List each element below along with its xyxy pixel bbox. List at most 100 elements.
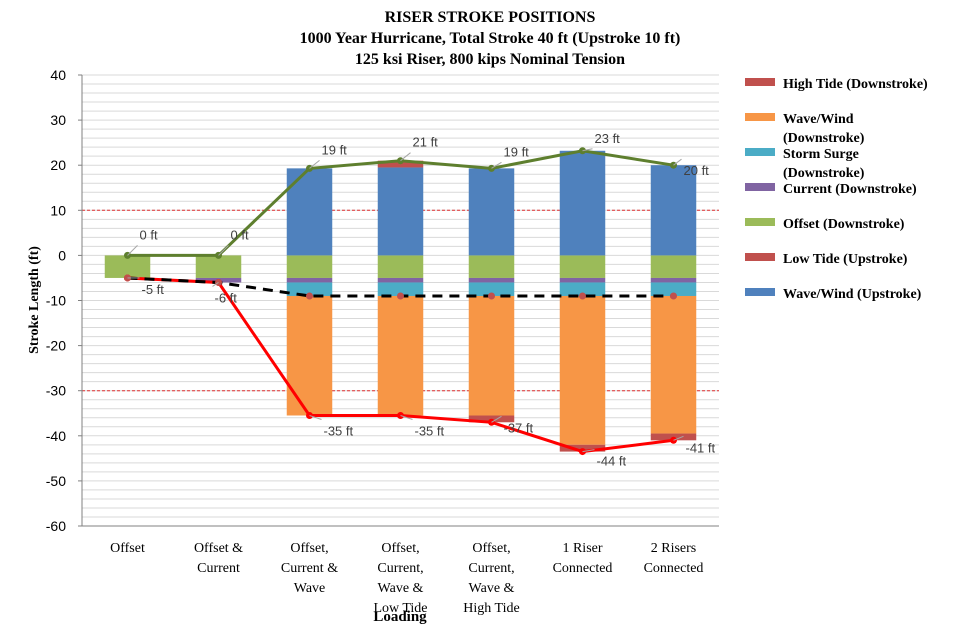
- data-label: -37 ft: [504, 420, 534, 435]
- y-tick-label: -60: [46, 518, 66, 534]
- bar-segment: [195, 255, 242, 278]
- legend-swatch: [745, 148, 775, 156]
- legend-label: Wave/Wind: [783, 112, 854, 127]
- chart-title: RISER STROKE POSITIONS: [385, 9, 596, 26]
- x-tick-label: Connected: [553, 561, 613, 576]
- label-leader: [582, 449, 595, 453]
- data-label: 23 ft: [595, 131, 621, 146]
- legend-swatch: [745, 183, 775, 191]
- x-tick-label: Wave &: [378, 581, 424, 596]
- x-tick-label: Wave: [294, 581, 326, 596]
- y-tick-label: 30: [50, 112, 66, 128]
- line-marker: [670, 292, 677, 300]
- data-label: -35 ft: [415, 424, 445, 439]
- x-tick-label: Wave &: [469, 581, 515, 596]
- legend-swatch: [745, 113, 775, 121]
- axes: 40 30 20 10 0 -10 -20 -30 -40 -50 -60 Offset Offset …: [46, 67, 719, 616]
- y-axis-label: Stroke Length (ft): [27, 246, 42, 354]
- bar-segment: [377, 277, 424, 283]
- y-tick-label: 20: [50, 157, 66, 173]
- data-label: 21 ft: [413, 135, 439, 150]
- line-marker: [397, 292, 404, 300]
- bar-segment: [559, 277, 606, 283]
- data-label: -44 ft: [597, 454, 627, 469]
- label-leader: [491, 415, 502, 423]
- y-tick-label: -50: [46, 473, 66, 489]
- bar-segment: [468, 282, 515, 296]
- label-leader: [127, 245, 138, 256]
- data-label: 19 ft: [504, 144, 530, 159]
- data-label: -6 ft: [215, 290, 238, 305]
- bar-segment: [468, 295, 515, 416]
- data-labels: 0 ft 0 ft 19 ft 21 ft 19 ft 23 ft 20 ft -5 ft -6…: [127, 131, 716, 469]
- label-leader: [309, 159, 320, 169]
- data-label: 0 ft: [231, 227, 249, 242]
- bar-segment: [104, 255, 151, 278]
- chart-subtitle-2: 125 ksi Riser, 800 kips Nominal Tension: [355, 51, 625, 68]
- x-axis-label: Loading: [373, 609, 427, 625]
- bar-segment: [377, 167, 424, 256]
- bar-segment: [286, 168, 333, 256]
- bar-segment: [286, 295, 333, 416]
- legend-label: Wave/Wind (Upstroke): [783, 287, 922, 302]
- bar-segment: [650, 165, 697, 256]
- data-label: -41 ft: [686, 440, 716, 455]
- x-tick-label: Offset &: [194, 541, 243, 556]
- label-leader: [582, 148, 593, 152]
- bar-segment: [650, 295, 697, 434]
- x-tick-label: 2 Risers: [651, 541, 697, 556]
- x-tick-label: Current,: [377, 561, 423, 576]
- legend-label: Offset (Downstroke): [783, 217, 905, 232]
- bar-segment: [286, 277, 333, 283]
- x-tick-label: High Tide: [463, 601, 519, 616]
- y-tick-label: 0: [58, 247, 66, 263]
- bar-segment: [559, 255, 606, 278]
- label-leader: [212, 282, 219, 287]
- legend: High Tide (Downstroke) Wave/Wind (Downstro…: [745, 77, 928, 302]
- bar-segment: [468, 277, 515, 283]
- y-tick-label: 10: [50, 202, 66, 218]
- legend-label: (Downstroke): [783, 131, 865, 146]
- x-tick-label: Current,: [468, 561, 514, 576]
- x-tick-label: Offset,: [381, 541, 419, 556]
- x-tick-label: Offset: [110, 541, 145, 556]
- legend-label: Storm Surge: [783, 147, 859, 162]
- legend-label: Low Tide (Upstroke): [783, 252, 908, 267]
- data-label: 0 ft: [140, 227, 158, 242]
- bar-segment: [286, 255, 333, 278]
- x-tick-label: Current: [197, 561, 240, 576]
- label-leader: [673, 158, 682, 166]
- legend-label: Current (Downstroke): [783, 182, 917, 197]
- legend-swatch: [745, 218, 775, 226]
- data-label: 19 ft: [322, 142, 348, 157]
- data-label: -5 ft: [142, 282, 165, 297]
- chart-subtitle-1: 1000 Year Hurricane, Total Stroke 40 ft …: [300, 30, 681, 47]
- label-leader: [400, 415, 413, 420]
- y-tick-label: 40: [50, 67, 66, 83]
- x-tick-label: Offset,: [472, 541, 510, 556]
- bar-segment: [377, 255, 424, 278]
- stacked-bars: [104, 150, 697, 452]
- label-leader: [400, 152, 411, 162]
- bar-segment: [650, 277, 697, 283]
- bar-segment: [559, 150, 606, 256]
- line-marker: [579, 292, 586, 300]
- bar-segment: [559, 295, 606, 445]
- bar-segment: [286, 282, 333, 296]
- x-tick-label: Connected: [644, 561, 704, 576]
- y-tick-label: -40: [46, 428, 66, 444]
- bar-segment: [377, 282, 424, 296]
- legend-label: (Downstroke): [783, 166, 865, 181]
- y-tick-label: -20: [46, 338, 66, 354]
- x-tick-label: Current &: [281, 561, 338, 576]
- label-leader: [309, 415, 322, 420]
- data-label: 20 ft: [684, 163, 710, 178]
- bar-segment: [650, 282, 697, 296]
- bar-segment: [468, 255, 515, 278]
- line-marker: [488, 292, 495, 300]
- y-tick-label: -10: [46, 293, 66, 309]
- x-tick-label: Offset,: [290, 541, 328, 556]
- y-tick-label: -30: [46, 383, 66, 399]
- bar-segment: [559, 282, 606, 296]
